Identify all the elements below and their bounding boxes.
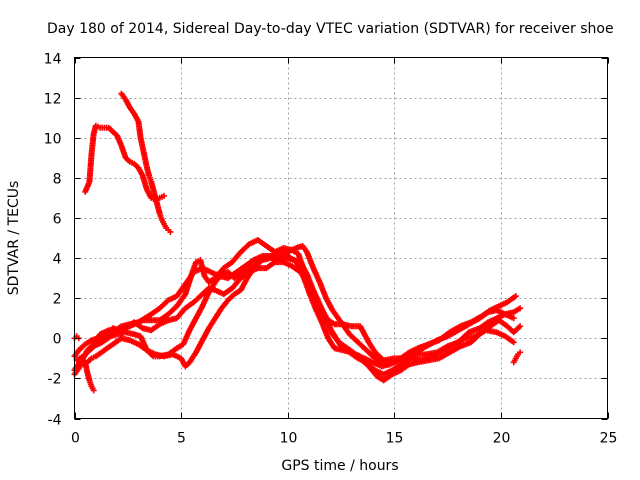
y-tick-label: -4 xyxy=(48,413,62,429)
series-track-10 xyxy=(510,349,524,366)
x-axis-ticks: 0 5 10 15 20 25 xyxy=(71,57,618,447)
x-tick-label: 10 xyxy=(280,431,298,447)
data-point xyxy=(510,315,517,322)
plot-series xyxy=(71,90,524,394)
data-point xyxy=(167,228,174,235)
y-tick-label: 12 xyxy=(44,92,62,108)
x-tick-label: 20 xyxy=(493,431,511,447)
x-tick-label: 5 xyxy=(177,431,186,447)
series-track-6 xyxy=(82,122,168,203)
y-tick-label: 6 xyxy=(53,212,62,228)
y-axis-label: SDTVAR / TECUs xyxy=(6,181,22,296)
y-tick-label: 8 xyxy=(53,172,62,188)
series-track-7 xyxy=(118,90,174,235)
series-track-9 xyxy=(71,333,82,342)
x-tick-label: 0 xyxy=(71,431,80,447)
series-track-2 xyxy=(71,255,517,374)
data-point xyxy=(517,349,524,356)
data-point xyxy=(517,323,524,330)
chart-title: Day 180 of 2014, Sidereal Day-to-day VTE… xyxy=(47,21,614,37)
data-point xyxy=(161,192,168,199)
grid xyxy=(74,57,608,419)
y-tick-label: 2 xyxy=(53,292,62,308)
y-tick-label: 14 xyxy=(44,52,62,68)
y-axis-ticks: -4 -2 0 2 4 6 8 10 12 14 xyxy=(44,52,608,429)
y-tick-label: 0 xyxy=(53,332,62,348)
data-point xyxy=(517,305,524,312)
data-point xyxy=(90,387,97,394)
y-tick-label: 4 xyxy=(53,252,62,268)
y-tick-label: 10 xyxy=(44,132,62,148)
x-tick-label: 15 xyxy=(386,431,404,447)
data-point xyxy=(512,293,519,300)
series-track-8 xyxy=(82,359,97,394)
x-tick-label: 25 xyxy=(600,431,618,447)
data-point xyxy=(510,339,517,346)
x-axis-label: GPS time / hours xyxy=(281,458,398,474)
series-track-5 xyxy=(71,259,517,378)
plot-frame xyxy=(74,57,608,419)
y-tick-label: -2 xyxy=(48,372,62,388)
